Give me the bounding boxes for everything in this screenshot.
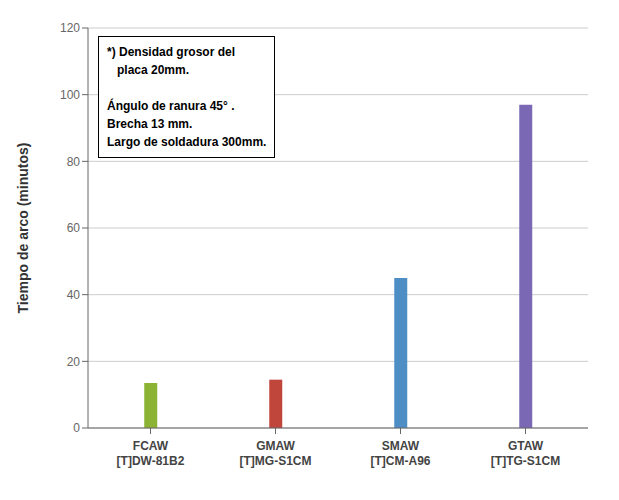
- svg-text:80: 80: [67, 155, 81, 169]
- svg-text:Tiempo de arco (minutos): Tiempo de arco (minutos): [15, 143, 31, 314]
- svg-text:FCAW[T]DW-81B2: FCAW[T]DW-81B2: [117, 439, 185, 468]
- svg-text:20: 20: [67, 355, 81, 369]
- svg-text:40: 40: [67, 288, 81, 302]
- svg-text:GTAW[T]TG-S1CM: GTAW[T]TG-S1CM: [491, 439, 560, 468]
- svg-text:SMAW[T]CM-A96: SMAW[T]CM-A96: [371, 439, 431, 468]
- svg-text:0: 0: [73, 421, 80, 435]
- svg-text:120: 120: [60, 21, 80, 35]
- svg-text:60: 60: [67, 221, 81, 235]
- svg-text:100: 100: [60, 88, 80, 102]
- svg-text:GMAW[T]MG-S1CM: GMAW[T]MG-S1CM: [240, 439, 312, 468]
- html-text:*) Densidad grosor del placa 2: *) Densidad grosor del placa 20mm. Ángul…: [107, 45, 267, 149]
